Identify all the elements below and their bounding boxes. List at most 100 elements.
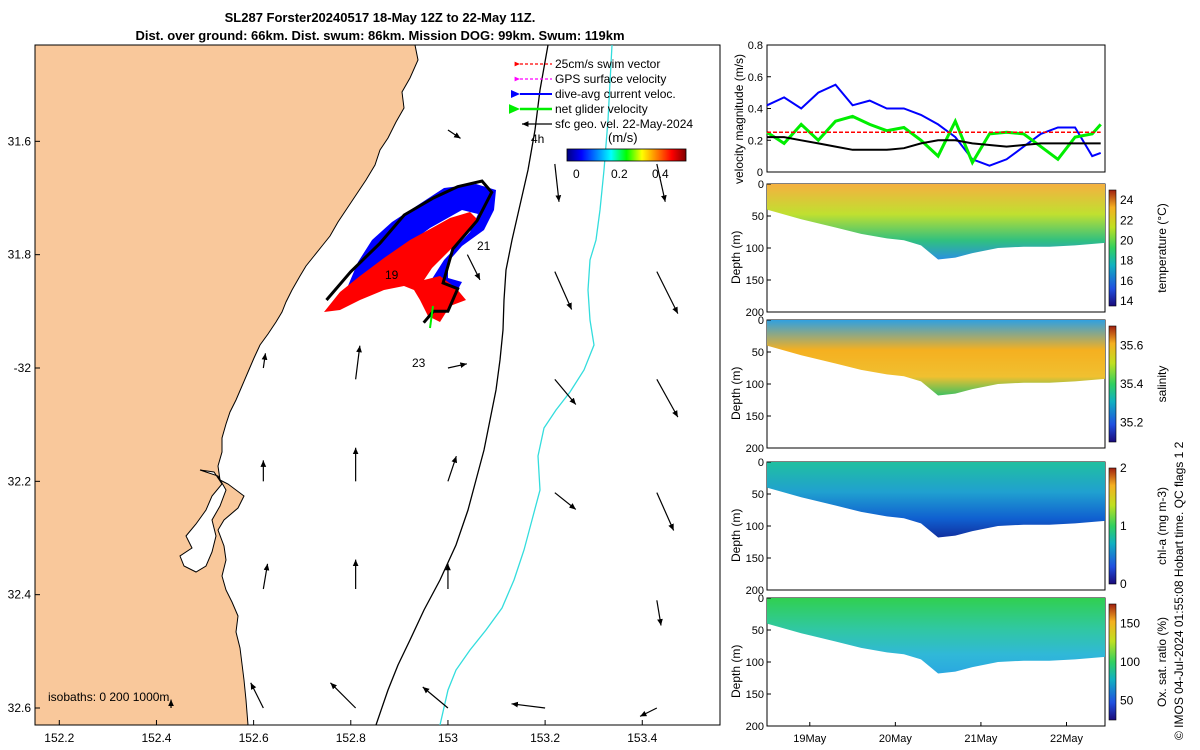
map-y-ticklabel-3: 32.2 [8, 474, 32, 488]
oxygen-section-y-ticklabel-4: 200 [746, 721, 764, 733]
geo-vector-20 [250, 682, 264, 709]
legend-swim-label: 25cm/s swim vector [555, 57, 660, 71]
geo-vector-15 [447, 455, 458, 482]
isobaths-label: isobaths: 0 200 1000m [48, 690, 169, 704]
map-y-ticklabel-0: 31.6 [8, 134, 32, 148]
salinity-section-field [767, 320, 1105, 396]
title-line-1: SL287 Forster20240517 18-May 12Z to 22-M… [224, 10, 536, 25]
map-x-ticklabel-5: 153.2 [530, 731, 560, 745]
oxygen-section-cb-ticklabel-1: 100 [1120, 655, 1140, 669]
salinity-section-y-ticklabel-0: 0 [758, 315, 764, 327]
speed-colorbar: 4h (m/s) 0 0.2 0.4 [531, 130, 687, 181]
section-x-ticklabel-2: 21May [964, 733, 998, 745]
map-y-ticklabel-5: 32.6 [8, 701, 32, 715]
geo-vector-11 [355, 345, 362, 380]
colorbar-gradient [566, 148, 687, 162]
temperature-section-ylabel: Depth (m) [729, 231, 743, 284]
geo-vector-9 [656, 600, 663, 626]
geo-vector-24 [639, 707, 658, 717]
salinity-section-y-ticklabel-3: 150 [746, 411, 764, 423]
temperature-section-cb-ticklabel-0: 24 [1120, 193, 1134, 207]
chla-section-y-ticklabel-0: 0 [758, 457, 764, 469]
geo-vector-0 [466, 254, 481, 281]
temperature-section-colorbar [1108, 189, 1117, 307]
temperature-section-y-ticklabel-0: 0 [758, 179, 764, 191]
map-x-ticklabel-6: 153.4 [627, 731, 657, 745]
velocity-y-ticklabel-2: 0.4 [748, 104, 763, 116]
geo-vector-2 [656, 163, 667, 202]
map-y-ticks: 31.6 31.8 -32 32.2 32.4 32.6 [8, 134, 40, 715]
map-y-ticklabel-4: 32.4 [8, 588, 32, 602]
temperature-section-cb-ticklabel-5: 14 [1120, 294, 1134, 308]
salinity-section-cb-ticklabel-0: 35.6 [1120, 338, 1144, 352]
map-x-ticklabel-4: 153 [438, 731, 458, 745]
temperature-section-cb-ticklabel-3: 18 [1120, 254, 1134, 268]
velocity-y-ticklabel-0: 0 [757, 167, 763, 179]
colorbar-tag: 4h [531, 132, 544, 146]
geo-vector-6 [656, 379, 679, 418]
section-x-ticklabel-3: 22May [1050, 733, 1084, 745]
salinity-section-y-ticklabel-1: 50 [752, 347, 764, 359]
day-label-23: 23 [412, 356, 426, 370]
oxygen-section-y-ticklabel-0: 0 [758, 593, 764, 605]
temperature-section-y-ticklabel-3: 150 [746, 275, 764, 287]
oxygen-section-cb-ticklabel-0: 150 [1120, 616, 1140, 630]
velocity-series [766, 83, 1102, 167]
map-y-ticklabel-2: -32 [14, 361, 32, 375]
velocity-y-ticklabel-1: 0.2 [748, 135, 763, 147]
salinity-section-ylabel: Depth (m) [729, 367, 743, 420]
salinity-section-panel: 0 50 100 150 200 Depth (m) 35.6 35.4 35.2 salinit… [729, 315, 1169, 455]
temperature-section-field [767, 184, 1105, 260]
map-legend: 25cm/s swim vector GPS surface velocity … [508, 57, 693, 131]
map-x-ticklabel-1: 152.4 [141, 731, 171, 745]
chla-section-cb-ticklabel-0: 2 [1120, 461, 1127, 475]
geo-vector-7 [554, 492, 577, 510]
temperature-section-cb-ticklabel-4: 16 [1120, 274, 1134, 288]
section-x-ticklabel-1: 20May [879, 733, 913, 745]
map-x-ticklabel-2: 152.6 [239, 731, 269, 745]
coastline-land [35, 45, 419, 725]
title-line-2: Dist. over ground: 66km. Dist. swum: 86k… [135, 28, 625, 43]
chla-section-field [767, 462, 1105, 538]
temperature-section-y-ticklabel-4: 200 [746, 307, 764, 319]
colorbar-tick-0: 0 [573, 167, 580, 181]
geo-vector-21 [330, 682, 357, 709]
chla-section-y-ticklabel-3: 150 [746, 553, 764, 565]
chla-section-ylabel: Depth (m) [729, 509, 743, 562]
oxygen-section-colorbar [1108, 603, 1117, 721]
section-x-ticks: 19May 20May 21May 22May [793, 722, 1083, 745]
geo-vector-5 [554, 378, 577, 405]
chla-section-y-ticklabel-1: 50 [752, 489, 764, 501]
estuary-water [179, 469, 227, 573]
geo-vector-25 [447, 129, 461, 139]
salinity-section-colorbar-label: salinity [1155, 366, 1169, 403]
oxygen-section-colorbar-label: Ox. sat. ratio (%) [1155, 617, 1169, 707]
chla-section-cb-ticklabel-1: 1 [1120, 519, 1127, 533]
map-x-ticklabel-0: 152.2 [44, 731, 74, 745]
track-end-tail [429, 305, 434, 329]
isobath-200 [375, 45, 549, 725]
geo-vector-22 [422, 686, 449, 709]
salinity-section-cb-ticklabel-1: 35.4 [1120, 377, 1144, 391]
geo-vector-12 [447, 362, 467, 369]
temperature-section-y-ticklabel-1: 50 [752, 211, 764, 223]
colorbar-tick-0-4: 0.4 [652, 167, 669, 181]
oxygen-section-cb-ticklabel-2: 50 [1120, 694, 1134, 708]
map-panel: 25cm/s swim vector GPS surface velocity … [8, 44, 721, 745]
temperature-section-colorbar-label: temperature (°C) [1155, 203, 1169, 293]
swim-vector-swath [324, 212, 478, 322]
velocity-y-ticks: 0 0.2 0.4 0.6 0.8 [748, 40, 771, 179]
day-label-21: 21 [477, 239, 491, 253]
salinity-section-y-ticklabel-2: 100 [746, 379, 764, 391]
legend-geo-label: sfc geo. vel. 22-May-2024 [555, 117, 693, 131]
oxygen-section-field [767, 598, 1105, 674]
chla-section-colorbar [1108, 467, 1117, 585]
temperature-section-panel: 0 50 100 150 200 Depth (m) 24 22 20 18 16 14 tempera… [729, 179, 1169, 319]
velocity-series-3 [767, 136, 1101, 151]
geo-vector-4 [656, 271, 679, 314]
velocity-ylabel: velocity magnitude (m/s) [732, 54, 746, 184]
temperature-section-cb-ticklabel-1: 22 [1120, 213, 1134, 227]
colorbar-tick-0-2: 0.2 [611, 167, 628, 181]
